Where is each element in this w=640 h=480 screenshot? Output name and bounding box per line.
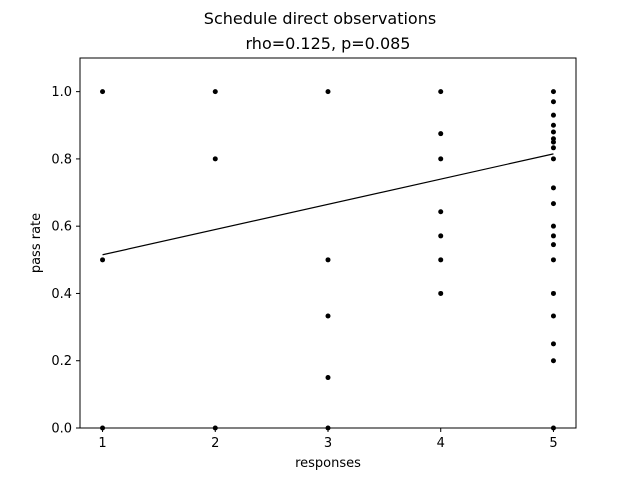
data-point <box>212 89 218 95</box>
data-point <box>325 375 331 381</box>
y-tick-label: 0.8 <box>51 152 72 167</box>
trend-line <box>102 153 554 256</box>
data-point <box>438 209 444 215</box>
data-point <box>438 233 444 239</box>
data-point <box>438 290 444 296</box>
data-point <box>550 112 556 118</box>
y-tick-label: 0.2 <box>51 354 72 369</box>
data-point <box>550 139 556 145</box>
data-point <box>325 313 331 319</box>
data-point <box>325 257 331 263</box>
data-point <box>550 257 556 263</box>
x-tick-label: 5 <box>549 436 557 451</box>
data-point <box>550 89 556 95</box>
data-point <box>550 122 556 128</box>
x-tick-label: 4 <box>437 436 445 451</box>
y-tick-label: 1.0 <box>51 85 72 100</box>
data-point <box>550 201 556 207</box>
data-point <box>550 358 556 364</box>
data-point <box>438 257 444 263</box>
data-point <box>550 313 556 319</box>
x-tick-label: 3 <box>324 436 332 451</box>
y-axis-label: pass rate <box>29 213 44 273</box>
data-point <box>550 145 556 151</box>
data-point <box>438 156 444 162</box>
chart-subtitle: rho=0.125, p=0.085 <box>246 34 411 53</box>
data-point <box>100 257 106 263</box>
x-axis: 1 2 3 4 5 <box>98 428 558 451</box>
data-point <box>438 131 444 137</box>
data-point <box>550 156 556 162</box>
data-point <box>550 290 556 296</box>
y-tick-label: 0.4 <box>51 287 72 302</box>
data-point <box>325 89 331 95</box>
x-tick-label: 1 <box>98 436 106 451</box>
data-point <box>550 233 556 239</box>
data-point <box>550 223 556 229</box>
data-point <box>550 242 556 248</box>
x-axis-label: responses <box>295 456 361 471</box>
data-point <box>550 185 556 191</box>
data-point <box>550 129 556 135</box>
data-point <box>212 156 218 162</box>
data-point <box>550 341 556 347</box>
y-axis: 0.0 0.2 0.4 0.6 0.8 1.0 <box>51 85 80 437</box>
data-point <box>100 89 106 95</box>
chart-title: Schedule direct observations <box>204 9 436 28</box>
points-layer <box>100 89 556 431</box>
y-tick-label: 0.0 <box>51 422 72 437</box>
x-tick-label: 2 <box>211 436 219 451</box>
data-point <box>550 99 556 105</box>
plot-area <box>79 57 577 431</box>
data-point <box>438 89 444 95</box>
y-tick-label: 0.6 <box>51 220 72 235</box>
